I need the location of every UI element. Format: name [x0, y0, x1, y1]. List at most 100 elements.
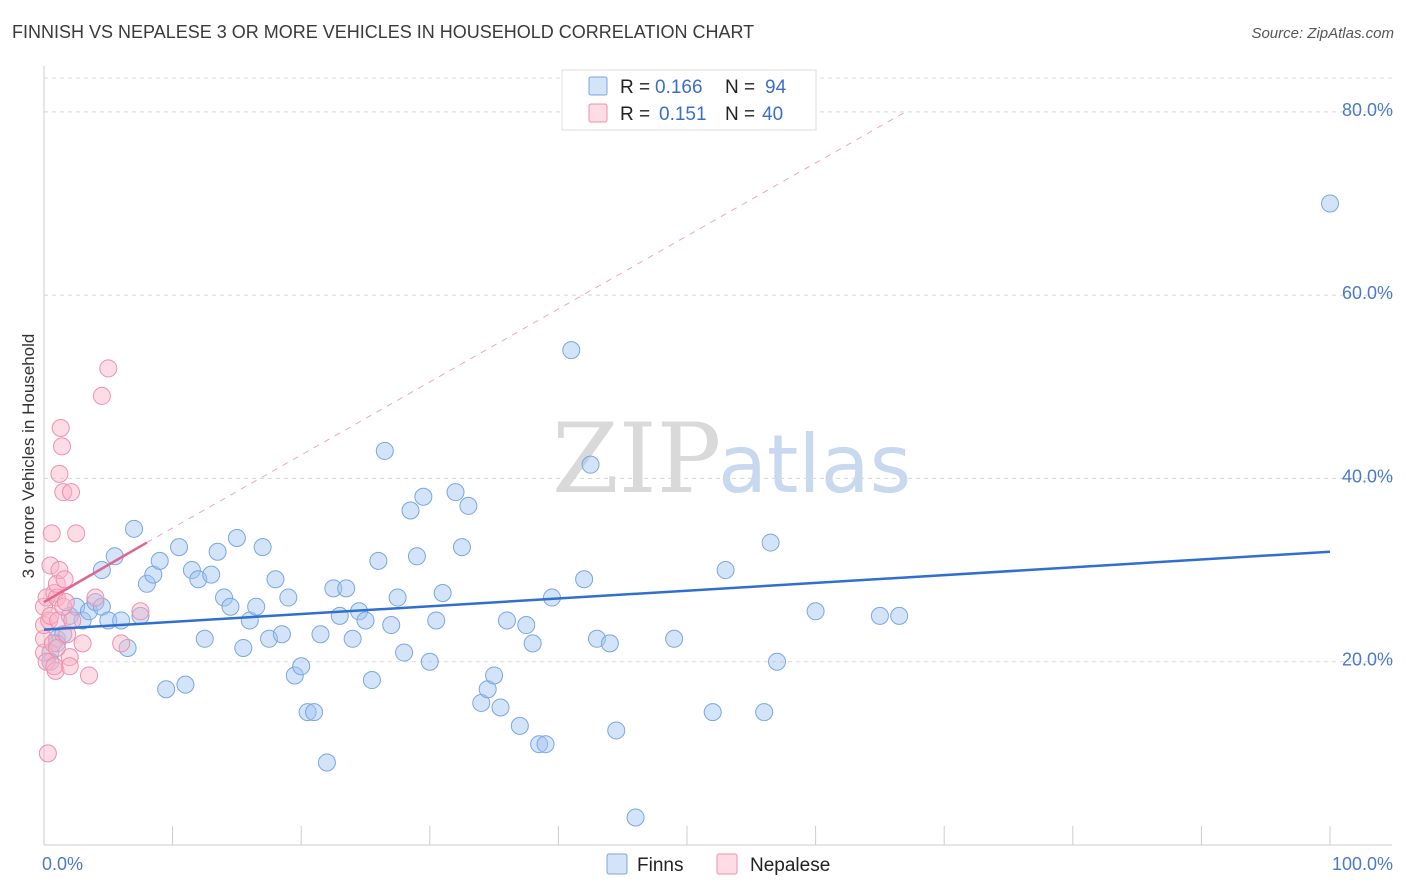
nepalese-point-22	[55, 570, 74, 589]
bottom-legend: Finns Nepalese	[606, 853, 830, 876]
x-tick-labels: 0.0% 100.0%	[42, 854, 1393, 874]
legend-finns-r-value: 0.166	[655, 77, 703, 98]
bottom-legend-finns: Finns	[637, 855, 683, 876]
finns-point-82	[600, 634, 619, 653]
finns-point-37	[266, 570, 285, 589]
y-tick-label-0: 20.0%	[1342, 650, 1393, 670]
chart-source: Source: ZipAtlas.com	[1251, 25, 1394, 42]
finns-point-57	[395, 643, 414, 662]
finns-point-24	[182, 561, 201, 580]
finns-point-41	[292, 657, 311, 676]
finns-point-72	[510, 716, 529, 735]
legend-nepalese-n-value: 40	[762, 104, 783, 125]
nepalese-point-1	[35, 629, 53, 648]
finns-point-93	[890, 606, 909, 625]
finns-point-35	[253, 538, 272, 557]
chart-title: FINNISH VS NEPALESE 3 OR MORE VEHICLES I…	[12, 22, 754, 42]
legend-finns-n-label: N =	[725, 77, 755, 98]
nepalese-points	[35, 359, 150, 763]
finns-point-46	[324, 579, 343, 598]
nepalese-point-38	[47, 638, 66, 657]
finns-point-49	[343, 629, 362, 648]
finns-point-29	[215, 588, 234, 607]
finns-point-20	[150, 551, 169, 570]
finns-point-75	[530, 735, 549, 754]
finns-point-40	[285, 666, 304, 685]
finns-point-70	[491, 698, 510, 717]
finns-point-28	[208, 542, 227, 561]
finns-point-55	[382, 616, 401, 635]
finns-point-88	[755, 703, 774, 722]
finns-point-86	[703, 703, 722, 722]
finns-point-71	[497, 611, 516, 630]
y-axis-label: 3 or more Vehicles in Household	[19, 334, 38, 579]
finns-point-83	[607, 721, 626, 740]
legend-finns-r-label: R =	[620, 77, 650, 98]
nepalese-point-36	[38, 744, 57, 763]
legend-finns-n-value: 94	[765, 77, 787, 98]
finns-point-31	[227, 528, 246, 547]
nepalese-point-26	[62, 483, 81, 502]
finns-point-65	[452, 538, 471, 557]
nepalese-point-23	[58, 625, 77, 644]
finns-point-89	[761, 533, 780, 552]
legend-nepalese-r-value: 0.151	[659, 104, 707, 125]
finns-point-39	[279, 588, 298, 607]
finns-point-54	[375, 441, 394, 460]
finns-point-91	[806, 602, 825, 621]
nepalese-point-8	[41, 556, 60, 575]
finns-point-23	[176, 675, 195, 694]
legend-box: R = 0.166 N = 94 R = 0.151 N = 40	[561, 69, 817, 131]
nepalese-trend-extension	[146, 111, 906, 543]
nepalese-point-20	[54, 483, 73, 502]
finns-point-92	[870, 606, 889, 625]
finns-point-7	[73, 611, 92, 630]
trend-lines	[43, 111, 1331, 631]
nepalese-point-17	[50, 464, 69, 483]
legend-nepalese-n-label: N =	[725, 104, 755, 125]
watermark-atlas: atlas	[718, 418, 911, 511]
finns-point-47	[330, 606, 349, 625]
nepalese-point-24	[60, 648, 79, 667]
legend-swatch-nepalese	[588, 103, 608, 123]
finns-point-87	[716, 561, 735, 580]
nepalese-point-39	[56, 593, 75, 612]
nepalese-point-29	[73, 634, 92, 653]
nepalese-point-9	[42, 524, 61, 543]
finns-point-56	[388, 588, 407, 607]
finns-point-66	[459, 496, 478, 515]
axes	[43, 66, 1392, 846]
finns-point-52	[362, 671, 381, 690]
x-tick-label-1: 100.0%	[1332, 854, 1393, 874]
finns-point-59	[407, 547, 426, 566]
finns-point-80	[581, 455, 600, 474]
finns-point-15	[118, 638, 137, 657]
finns-point-84	[626, 808, 645, 827]
watermark: ZIP atlas	[552, 403, 911, 515]
finns-point-42	[298, 703, 317, 722]
bottom-legend-swatch-finns	[606, 853, 628, 875]
nepalese-point-31	[86, 588, 105, 607]
finns-point-45	[317, 753, 336, 772]
finns-point-69	[485, 666, 504, 685]
y-tick-label-3: 80.0%	[1342, 100, 1393, 120]
legend-swatch-finns	[588, 76, 608, 96]
finns-point-62	[427, 611, 446, 630]
finns-trend-line	[43, 550, 1331, 631]
finns-point-22	[170, 538, 189, 557]
y-tick-labels: 20.0% 40.0% 60.0% 80.0%	[1342, 100, 1393, 670]
bottom-legend-swatch-nepalese	[716, 853, 738, 875]
finns-point-73	[517, 616, 536, 635]
nepalese-point-18	[51, 419, 70, 438]
finns-point-94	[1321, 194, 1339, 213]
nepalese-point-35	[131, 602, 150, 621]
finns-point-32	[234, 638, 253, 657]
finns-point-30	[221, 597, 240, 616]
nepalese-point-30	[80, 666, 99, 685]
finns-point-38	[272, 625, 291, 644]
finns-point-58	[401, 501, 420, 520]
nepalese-point-28	[67, 524, 86, 543]
nepalese-point-16	[50, 561, 69, 580]
finns-point-16	[125, 519, 144, 538]
finns-points	[41, 194, 1339, 827]
